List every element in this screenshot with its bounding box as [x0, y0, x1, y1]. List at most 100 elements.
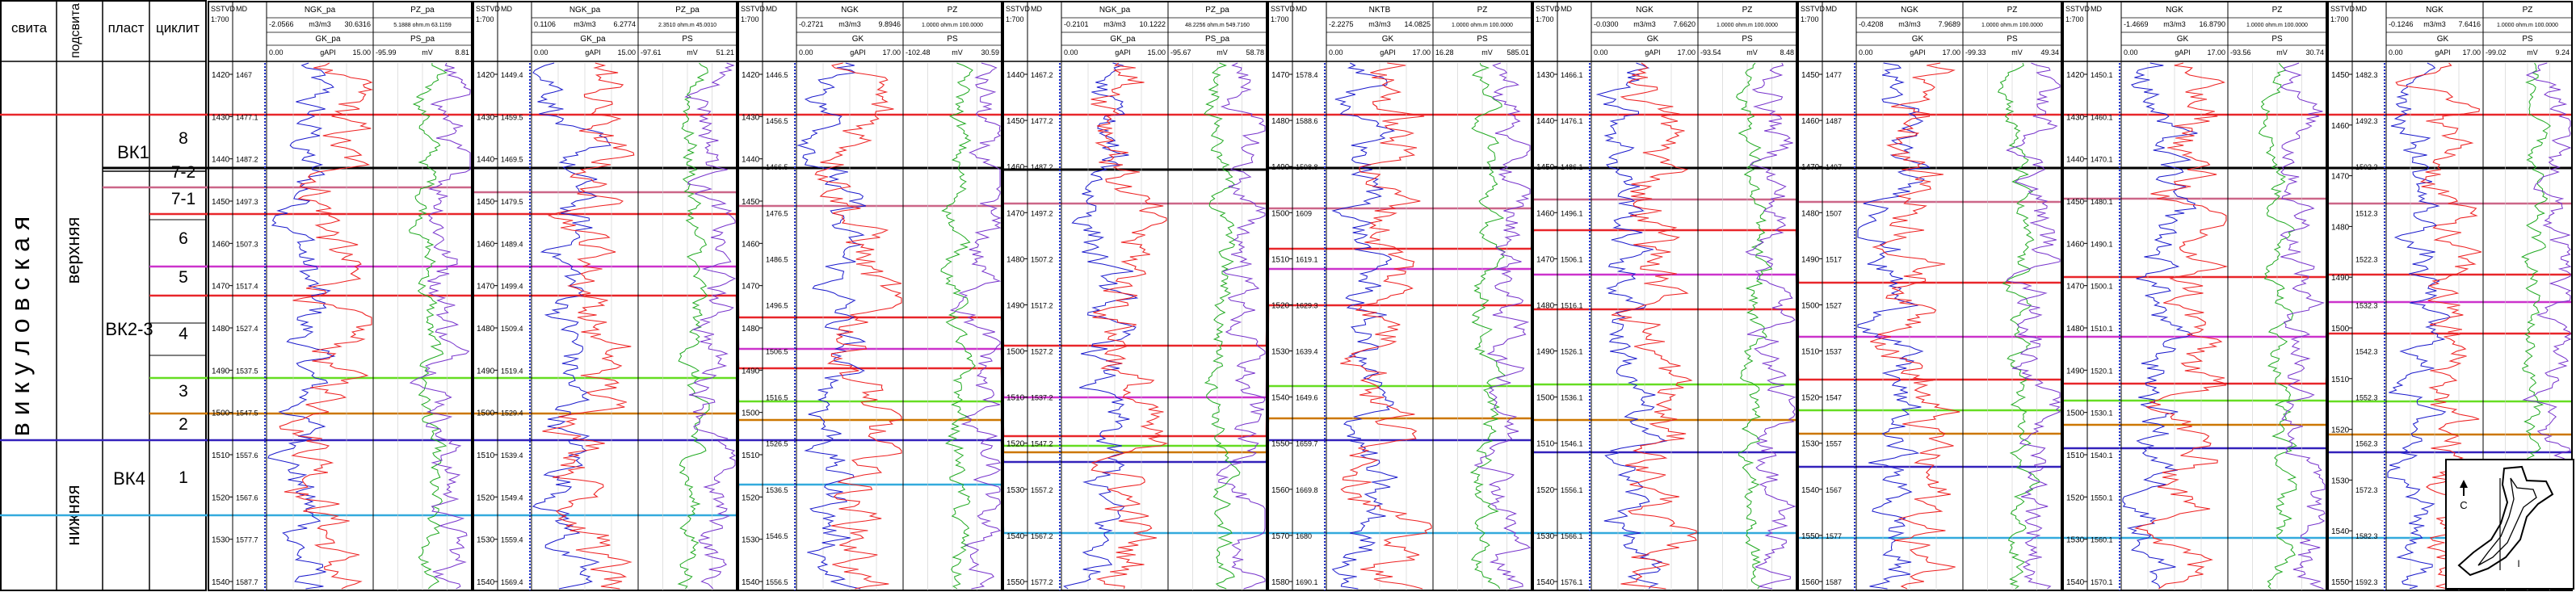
depth-tick-label: 1520: [1801, 394, 1820, 403]
sstvd-label: SSTVD: [1536, 5, 1561, 13]
md-tick-label: 1587: [1826, 578, 1842, 586]
md-tick-label: 1487.2: [1031, 163, 1053, 171]
md-tick-label: 1450.1: [2091, 71, 2113, 79]
depth-tick-label: 1460: [477, 240, 495, 249]
md-tick-label: 1536.1: [1561, 394, 1583, 402]
track1-curve-name: NKTB: [1369, 6, 1391, 15]
location-map-inset: С I: [2445, 459, 2574, 590]
track1-sub-min: 0.00: [1859, 48, 1873, 57]
cycle-label: 8: [179, 129, 188, 148]
md-tick-label: 1557.6: [236, 451, 258, 460]
track1-curve-name: NGK: [2426, 6, 2444, 15]
depth-tick-label: 1510: [1271, 255, 1290, 264]
depth-tick-label: 1500: [2331, 325, 2350, 334]
depth-tick-label: 1500: [477, 409, 495, 418]
md-tick-label: 1456.5: [766, 117, 788, 125]
depth-tick-label: 1450: [477, 198, 495, 207]
track2-sub-name: PS: [682, 35, 693, 44]
depth-tick-label: 1430: [212, 113, 230, 122]
md-tick-label: 1537.5: [236, 367, 258, 375]
plast-vk2-3: ВК2-3: [105, 319, 153, 339]
track1-sub-max: 15.00: [617, 48, 636, 57]
depth-tick-label: 1480: [1006, 255, 1025, 264]
md-tick-label: 1598.8: [1296, 163, 1318, 171]
md-tick-label: 1569.4: [501, 578, 523, 586]
depth-tick-label: 1470: [2066, 283, 2085, 292]
sstvd-label: SSTVD: [2330, 5, 2355, 13]
track2-range: 1.0000 ohm.m 100.0000: [1717, 23, 1778, 28]
depth-tick-label: 1480: [1271, 117, 1290, 126]
depth-tick-label: 1450: [1801, 71, 1820, 80]
track1-unit: m3/m3: [574, 20, 596, 28]
depth-tick-label: 1450: [1536, 163, 1555, 172]
track1-sub-name: GK: [2177, 35, 2189, 44]
sstvd-label: SSTVD: [1271, 5, 1296, 13]
depth-tick-label: 1470: [1006, 209, 1025, 218]
track1-sub-unit: gAPI: [320, 48, 336, 57]
track1-sub-unit: gAPI: [1645, 48, 1661, 57]
md-tick-label: 1516.5: [766, 394, 788, 402]
cycle-label: 7-1: [171, 190, 195, 208]
md-tick-label: 1496.1: [1561, 209, 1583, 217]
track1-min: -2.0566: [269, 20, 294, 28]
md-tick-label: 1577.7: [236, 536, 258, 544]
depth-tick-label: 1530: [1006, 486, 1025, 495]
cycle-label: 3: [179, 382, 188, 401]
depth-tick-label: 1420: [477, 71, 495, 80]
header-tsiklit: циклит: [156, 20, 200, 36]
sstvd-scale: 1:700: [1006, 15, 1024, 23]
md-tick-label: 1549.4: [501, 493, 523, 502]
depth-tick-label: 1510: [1536, 440, 1555, 449]
track1-sub-max: 17.00: [2207, 48, 2225, 57]
depth-tick-label: 1560: [1271, 486, 1290, 495]
depth-tick-label: 1510: [2331, 376, 2350, 384]
md-tick-label: 1460.1: [2091, 113, 2113, 121]
md-tick-label: 1537: [1826, 348, 1842, 356]
well-panel: SSTVD 1:700 MD NGK -0.0300 m3/m3 7.6620 GK 0.00 g…: [1532, 1, 1797, 591]
depth-tick-label: 1540: [2331, 527, 2350, 536]
track1-min: -1.4669: [2124, 20, 2149, 28]
md-tick-label: 1479.5: [501, 198, 523, 206]
md-tick-label: 1477.2: [1031, 117, 1053, 125]
depth-tick-label: 1520: [1006, 440, 1025, 449]
track1-sub-min: 0.00: [534, 48, 548, 57]
md-tick-label: 1516.1: [1561, 301, 1583, 309]
md-tick-label: 1559.4: [501, 536, 523, 544]
track2-sub-min: -95.99: [376, 48, 397, 57]
md-tick-label: 1576.1: [1561, 578, 1583, 586]
md-label: MD: [2091, 5, 2102, 13]
header-podsvita: подсвита: [69, 3, 82, 58]
track1-unit: m3/m3: [2423, 20, 2446, 28]
track2-range: 1.0000 ohm.m 100.0000: [1452, 23, 1513, 28]
depth-tick-label: 1490: [477, 367, 495, 376]
track2-curve-name: PZ_pa: [1205, 6, 1229, 15]
track2-sub-unit: mV: [952, 48, 963, 57]
track1-sub-name: GK_pa: [580, 35, 606, 44]
sstvd-scale: 1:700: [476, 15, 494, 23]
depth-tick-label: 1430: [1536, 71, 1555, 80]
track2-sub-unit: mV: [422, 48, 433, 57]
track1-curve-name: NGK: [1901, 6, 1918, 15]
md-tick-label: 1577: [1826, 532, 1842, 540]
depth-tick-label: 1480: [2066, 325, 2085, 334]
track2-sub-min: -93.56: [2230, 48, 2251, 57]
track1-unit: m3/m3: [1103, 20, 1126, 28]
depth-tick-label: 1500: [1006, 348, 1025, 357]
md-tick-label: 1496.5: [766, 301, 788, 309]
md-tick-label: 1449.4: [501, 71, 523, 79]
depth-tick-label: 1470: [2331, 173, 2350, 182]
depth-tick-label: 1520: [1536, 486, 1555, 495]
track1-min: -0.2721: [799, 20, 824, 28]
track1-min: -2.2275: [1329, 20, 1354, 28]
md-tick-label: 1560.1: [2091, 536, 2113, 544]
md-tick-label: 1546.5: [766, 532, 788, 540]
sstvd-scale: 1:700: [1271, 15, 1289, 23]
md-tick-label: 1526.1: [1561, 348, 1583, 356]
track1-unit: m3/m3: [838, 20, 861, 28]
md-tick-label: 1466.5: [766, 163, 788, 171]
md-tick-label: 1659.7: [1296, 440, 1318, 448]
depth-tick-label: 1430: [2066, 113, 2085, 122]
md-label: MD: [766, 5, 777, 13]
md-tick-label: 1507: [1826, 209, 1842, 217]
track1-sub-max: 15.00: [1147, 48, 1166, 57]
